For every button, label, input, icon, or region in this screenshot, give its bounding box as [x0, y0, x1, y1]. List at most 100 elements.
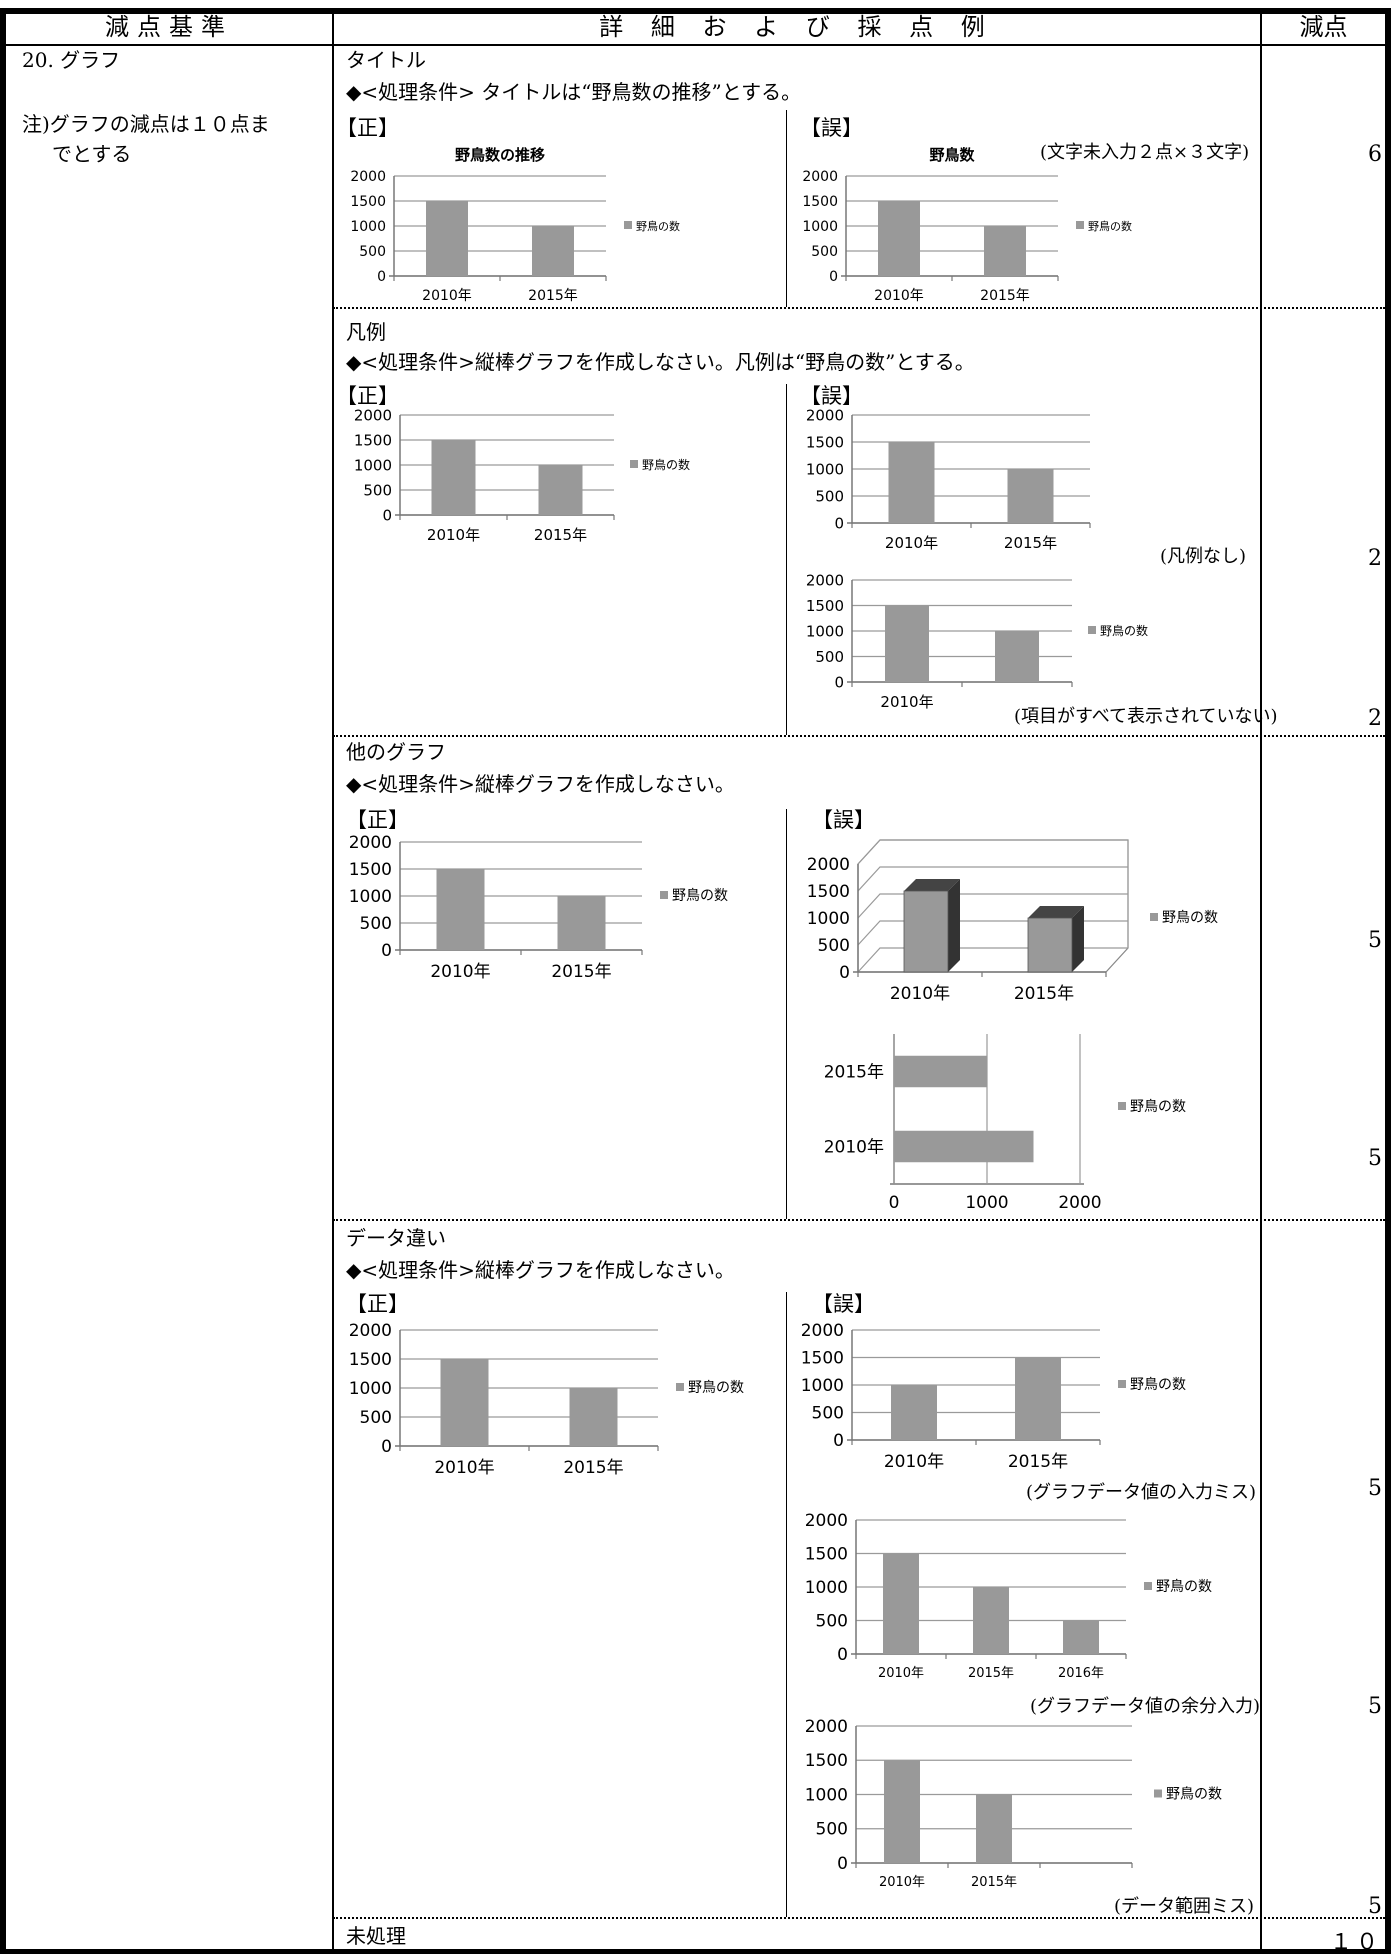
- bar: [1015, 1357, 1061, 1440]
- deduction-score: 5: [1368, 1476, 1382, 1501]
- bar: [1007, 469, 1054, 523]
- tick-label: 2000: [354, 406, 392, 424]
- chart-legend-wrong-1: 2000 1500 1000 500 0 2010年 2015年: [806, 406, 1091, 552]
- tick-label: 1000: [965, 1193, 1008, 1213]
- example-split: [786, 110, 787, 307]
- bar: [891, 1385, 937, 1440]
- category-label: 2015年: [1014, 984, 1074, 1004]
- section-divider: [333, 1917, 1385, 1919]
- chart-wall: [857, 839, 1129, 973]
- wrong-label: 【誤】: [800, 384, 863, 408]
- category-label: 2015年: [551, 962, 611, 982]
- deduction-score: 6: [1368, 142, 1382, 167]
- tick-label: 500: [363, 481, 392, 499]
- bar: [1063, 1620, 1099, 1654]
- legend-label: 野鳥の数: [1088, 219, 1132, 233]
- legend-label: 野鳥の数: [1166, 1787, 1222, 1803]
- section-condition: ◆<処理条件>縦棒グラフを作成しなさい。: [346, 772, 735, 796]
- tick-label: 0: [382, 506, 392, 524]
- tick-label: 1500: [805, 1751, 848, 1771]
- tick-label: 0: [829, 269, 838, 285]
- tick-label: 1000: [349, 887, 392, 907]
- bar: [557, 896, 606, 950]
- category-label: 2010年: [427, 526, 480, 544]
- legend-label: 野鳥の数: [642, 457, 690, 472]
- deduction-score: １０: [1329, 1930, 1382, 1955]
- header-bottom-border: [0, 44, 1391, 46]
- tick-label: 1000: [349, 1379, 392, 1399]
- legend-label: 野鳥の数: [1130, 1377, 1186, 1393]
- chart-other-wrong-3d: 2000 1500 1000 500 0 2010年 2015年 野鳥の数: [807, 839, 1218, 1004]
- tick-label: 500: [360, 1408, 392, 1428]
- bar: [976, 1794, 1012, 1863]
- tick-label: 1000: [350, 219, 386, 235]
- category-label: 2010年: [885, 534, 938, 552]
- legend-label: 野鳥の数: [636, 219, 680, 233]
- chart-legend-correct: 2000 1500 1000 500 0 2010年 2015年 野鳥の数: [354, 406, 690, 544]
- correct-label: 【正】: [346, 1292, 409, 1316]
- bar: [894, 1055, 987, 1088]
- col-divider-1: [332, 8, 334, 1954]
- gridline: [857, 947, 1128, 973]
- legend-swatch: [624, 221, 632, 229]
- category-label: 2010年: [890, 984, 950, 1004]
- example-split: [786, 384, 787, 735]
- tick-label: 1500: [806, 433, 844, 451]
- wrong-note: (データ範囲ミス): [1114, 1896, 1255, 1917]
- bar: [1027, 917, 1073, 973]
- deduction-score: 5: [1368, 1146, 1382, 1171]
- criteria-item: 20. グラフ: [22, 48, 121, 72]
- tick-label: 2000: [806, 406, 844, 424]
- legend-label: 野鳥の数: [1162, 910, 1218, 926]
- tick-label: 1000: [805, 1785, 848, 1805]
- section-title: タイトル: [346, 48, 426, 72]
- chart-title: 野鳥数: [929, 146, 975, 164]
- tick-label: 2000: [1058, 1193, 1101, 1213]
- bar: [884, 1760, 920, 1863]
- deduction-score: 2: [1368, 706, 1382, 731]
- tick-label: 1500: [349, 860, 392, 880]
- category-label: 2010年: [874, 288, 924, 304]
- tick-label: 500: [816, 1611, 848, 1631]
- tick-label: 500: [816, 1820, 848, 1840]
- category-label: 2010年: [878, 1666, 924, 1681]
- legend-label: 野鳥の数: [672, 888, 728, 904]
- bar: [885, 605, 929, 682]
- legend-swatch: [1150, 913, 1158, 921]
- tick-label: 2000: [349, 1321, 392, 1341]
- tick-label: 500: [815, 648, 844, 666]
- bar-top: [904, 879, 960, 891]
- bottom-border: [0, 1949, 1391, 1954]
- legend-swatch: [660, 891, 668, 899]
- bar: [973, 1587, 1009, 1654]
- chart-legend-wrong-2: 2000 1500 1000 500 0 2010年 野鳥の数: [806, 571, 1148, 711]
- category-label: 2015年: [528, 288, 578, 304]
- section-divider: [333, 307, 1385, 309]
- bar: [903, 890, 949, 973]
- category-label: 2010年: [824, 1137, 884, 1157]
- bar: [984, 226, 1026, 276]
- tick-label: 1500: [350, 194, 386, 210]
- tick-label: 0: [834, 514, 844, 532]
- tick-label: 0: [377, 269, 386, 285]
- legend-swatch: [1154, 1789, 1162, 1798]
- chart-data-wrong-1: 2000 1500 1000 500 0 2010年 2015年 野鳥の数: [801, 1321, 1186, 1472]
- right-border: [1385, 8, 1391, 1954]
- tick-label: 2000: [805, 1717, 848, 1737]
- wrong-note: (グラフデータ値の入力ミス): [1026, 1482, 1257, 1503]
- tick-label: 500: [818, 936, 850, 956]
- correct-label: 【正】: [346, 808, 409, 832]
- category-label: 2010年: [434, 1458, 494, 1478]
- bar-top: [1028, 906, 1084, 918]
- legend-swatch: [1144, 1582, 1152, 1590]
- tick-label: 1000: [807, 909, 850, 929]
- correct-label: 【正】: [336, 116, 399, 140]
- tick-label: 2000: [350, 169, 386, 185]
- bar: [538, 465, 583, 515]
- category-label: 2010年: [884, 1452, 944, 1472]
- tick-label: 0: [381, 1437, 392, 1457]
- chart-data-wrong-3: 2000 1500 1000 500 0 2010年 2015年 野鳥の数: [805, 1717, 1222, 1890]
- tick-label: 0: [834, 673, 844, 691]
- gridline: [857, 920, 1128, 946]
- bar: [569, 1388, 618, 1446]
